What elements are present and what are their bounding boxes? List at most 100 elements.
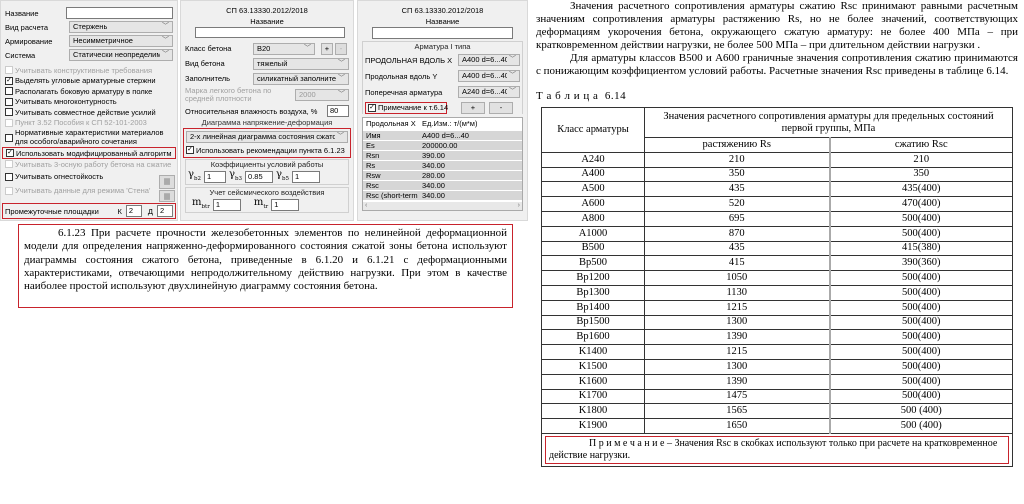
cell-compression: 500(400) — [828, 388, 1013, 405]
system-select[interactable]: Статически неопределима ﹀ — [69, 49, 173, 61]
grid-cell-name: Es — [366, 141, 375, 150]
concrete-name-label: Название — [250, 17, 284, 26]
grid-cell-value: 390.00 — [422, 151, 445, 160]
option-checkbox[interactable]: Располагать боковую арматуру в полке — [5, 86, 173, 97]
humidity-input[interactable]: 80 — [327, 105, 349, 117]
checkbox-icon — [5, 87, 13, 96]
cell-tension: 1390 — [644, 373, 830, 390]
remove-class-button[interactable]: - — [335, 42, 347, 55]
m-tr-input[interactable]: 1 — [271, 198, 300, 211]
cell-tension: 1300 — [644, 314, 830, 331]
wall-settings-button[interactable]: ▆ — [159, 190, 175, 202]
filler-select[interactable]: силикатный заполнитель ﹀ — [253, 72, 349, 85]
option-checkbox[interactable]: ✓ Использовать модифицированный алгоритм — [2, 147, 176, 159]
table-row: A600 520 470(400) — [541, 196, 1013, 212]
concrete-type-value: тяжелый — [257, 58, 288, 68]
cell-compression: 500(400) — [828, 314, 1013, 331]
scroll-right-icon[interactable]: › — [517, 202, 520, 209]
rebar-select-value: A400 d=6...40 — [462, 55, 507, 64]
grid-row[interactable]: Rsc 340.00 — [363, 181, 522, 191]
rebar-select[interactable]: A240 d=6...40 ﹀ — [458, 86, 520, 98]
grid-row[interactable]: Rs 340.00 — [363, 161, 522, 171]
rebar-resistance-table: Класс арматуры Значения расчетного сопро… — [541, 107, 1013, 467]
chevron-down-icon: ﹀ — [162, 37, 169, 44]
rebar-select[interactable]: A400 d=6...40 ﹀ — [458, 70, 520, 82]
gamma-b2-label: γb2 — [188, 168, 202, 182]
table-row: Bp1200 1050 500(400) — [541, 270, 1013, 286]
cell-tension: 1215 — [644, 299, 830, 316]
grid-row[interactable]: Имя A400 d=6...40 — [363, 131, 522, 141]
rebar-select[interactable]: A400 d=6...40 ﹀ — [458, 54, 520, 66]
option-checkbox[interactable]: Учитывать данные для режима 'Стена' — [5, 184, 173, 198]
grid-row[interactable]: Es 200000.00 — [363, 141, 522, 151]
diagram-select[interactable]: 2-х линейная диаграмма состояния сжатого… — [186, 131, 348, 143]
rebar-panel: СП 63.13330.2012/2018 Название Арматура … — [357, 0, 528, 221]
cell-class: Bp1200 — [541, 270, 645, 286]
grid-row[interactable]: Rsw 280.00 — [363, 171, 522, 181]
calc-type-label: Вид расчета — [5, 22, 49, 32]
reinforcement-select[interactable]: Несимметричное ﹀ — [69, 35, 173, 47]
cell-class: A240 — [541, 151, 645, 168]
grid-cell-name: Rs — [366, 161, 376, 170]
option-checkbox[interactable]: Учитывать многоконтурность — [5, 97, 173, 108]
doc-paragraph-2: Для арматуры классов В500 и А600 граничн… — [536, 52, 1018, 77]
rebar-row: Поперечная арматура A240 d=6...40 ﹀ — [365, 84, 520, 100]
diagram-value: 2-х линейная диаграмма состояния сжатого… — [190, 132, 335, 141]
option-checkbox[interactable]: Пункт 3.52 Пособия к СП 52-101-2003 — [5, 118, 173, 129]
grid-cell-name: Rsc (short-term ... — [366, 191, 419, 200]
table-row: K1600 1390 500(400) — [541, 373, 1013, 390]
concrete-type-select[interactable]: тяжелый ﹀ — [253, 57, 349, 70]
option-checkbox[interactable]: Учитывать совместное действие усилий — [5, 107, 173, 118]
cell-compression: 500(400) — [828, 210, 1013, 227]
grade-select[interactable]: 2000 ﹀ — [295, 89, 349, 101]
cell-class: K1700 — [541, 388, 645, 405]
option-checkbox[interactable]: ✓ Выделять угловые арматурные стержни — [5, 76, 173, 87]
gamma-b3-input[interactable]: 0.85 — [245, 170, 274, 183]
intermediate-areas-label: Промежуточные площадки — [5, 206, 99, 216]
grid-row[interactable]: Rsc (short-term ...340.00 — [363, 191, 522, 201]
gamma-b2-input[interactable]: 1 — [204, 170, 227, 183]
concrete-class-select[interactable]: B20 ﹀ — [253, 42, 315, 55]
cell-tension: 1215 — [644, 344, 830, 360]
document-page: Значения расчетного сопротивления армату… — [536, 0, 1018, 467]
k-input[interactable]: 2 — [125, 205, 142, 217]
m-btr-input[interactable]: 1 — [212, 198, 241, 211]
option-label: Пункт 3.52 Пособия к СП 52-101-2003 — [15, 118, 147, 128]
cell-compression: 500(400) — [828, 299, 1013, 316]
filler-label: Заполнитель — [185, 74, 231, 83]
grid-row[interactable]: Rsn 390.00 — [363, 151, 522, 161]
note-checkbox[interactable]: ✓ Примечание к т.6.14 — [365, 101, 448, 114]
calc-type-select[interactable]: Стержень ﹀ — [69, 21, 173, 33]
concrete-name-input[interactable] — [195, 27, 345, 38]
checkbox-icon: ✓ — [368, 103, 376, 112]
cell-class: Bp1400 — [541, 299, 645, 316]
checkbox-icon: ✓ — [6, 149, 14, 157]
option-checkbox[interactable]: Нормативные характеристики материалов дл… — [5, 128, 173, 147]
gamma-b5-input[interactable]: 1 — [292, 170, 321, 183]
grid-cell-name: Rsc — [366, 181, 379, 190]
rebar-standard: СП 63.13330.2012/2018 — [401, 6, 484, 15]
scroll-left-icon[interactable]: ‹ — [365, 202, 368, 209]
table-header-compression: сжатию Rsc — [828, 137, 1013, 153]
d-input[interactable]: 2 — [157, 205, 173, 217]
grid-cell-value: A400 d=6...40 — [422, 131, 469, 140]
table-row: Bp1500 1300 500(400) — [541, 314, 1013, 331]
name-input[interactable] — [66, 7, 173, 19]
rebar-name-input[interactable] — [372, 27, 513, 39]
cell-compression: 500 (400) — [828, 418, 1013, 434]
add-rebar-button[interactable]: + — [461, 101, 485, 114]
fire-settings-button[interactable]: ▆ — [159, 175, 175, 189]
concrete-panel: СП 63.13330.2012/2018 Название Класс бет… — [180, 0, 354, 221]
option-checkbox[interactable]: Учитывать огнестойкость — [5, 170, 173, 184]
use-recommendations-checkbox[interactable]: ✓ Использовать рекомендации пункта 6.1.23 — [186, 145, 348, 156]
use-recommendations-label: Использовать рекомендации пункта 6.1.23 — [196, 145, 345, 155]
option-checkbox[interactable]: Учитывать 3-осную работу бетона на сжати… — [5, 159, 173, 170]
add-class-button[interactable]: + — [321, 42, 333, 55]
remove-rebar-button[interactable]: - — [489, 101, 513, 114]
grid-horizontal-scrollbar[interactable]: ‹ › — [363, 202, 522, 210]
cell-class: A500 — [541, 181, 645, 198]
cell-class: A600 — [541, 196, 645, 212]
grid-cell-value: 340.00 — [422, 161, 445, 170]
cell-class: Bp1300 — [541, 284, 645, 301]
option-checkbox[interactable]: Учитывать конструктивные требования — [5, 65, 173, 76]
